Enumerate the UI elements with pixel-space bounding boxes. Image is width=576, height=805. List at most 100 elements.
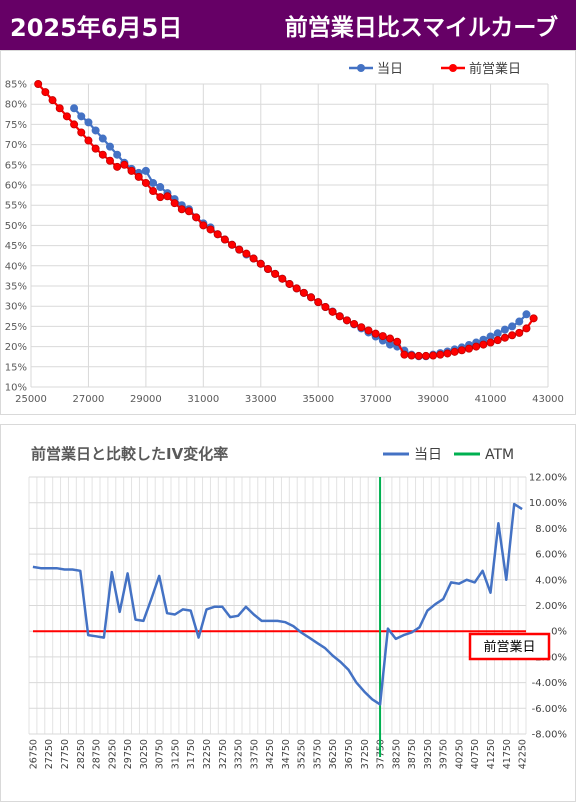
smile-curve-chart: 10% 15% 20% 25% 30% 35% 40% 45% 50% 55% 60% 65% 70% 7… xyxy=(0,50,576,415)
x-tick-label: 34750 xyxy=(281,739,292,769)
y-tick-label: 45% xyxy=(5,241,27,252)
data-point xyxy=(192,213,201,222)
reference-label-box xyxy=(468,632,551,661)
data-point xyxy=(113,162,122,171)
data-point xyxy=(62,112,71,121)
iv-change-chart: 前営業日と比較したIV変化率 12.00% 10.00% 8.00% 6.00% 4.00… xyxy=(0,424,576,802)
data-point xyxy=(105,142,114,151)
x-tick-label: 39750 xyxy=(439,739,450,769)
data-point xyxy=(84,118,93,127)
y-tick-label: -8.00% xyxy=(532,730,567,741)
data-point xyxy=(443,349,452,358)
y-tick-label: 10.00% xyxy=(529,498,567,509)
legend-marker xyxy=(449,64,457,72)
data-point xyxy=(386,334,395,343)
data-point xyxy=(450,347,459,356)
data-point xyxy=(400,350,409,359)
y-tick-label: 70% xyxy=(5,140,27,151)
x-tick-label: 26750 xyxy=(28,739,39,769)
data-point xyxy=(235,245,244,254)
data-point xyxy=(321,303,330,312)
y-tick-label: 12.00% xyxy=(529,473,567,484)
x-tick-label: 41750 xyxy=(502,739,513,769)
x-tick-label: 41250 xyxy=(486,739,497,769)
x-tick-label: 31250 xyxy=(170,739,181,769)
iv-change-svg: 前営業日と比較したIV変化率 12.00% 10.00% 8.00% 6.00% 4.00… xyxy=(28,445,567,769)
data-point xyxy=(522,310,531,319)
data-point xyxy=(84,136,93,145)
y-tick-label: 4.00% xyxy=(535,575,567,586)
data-point xyxy=(170,199,179,208)
data-point xyxy=(77,112,86,121)
data-point xyxy=(213,230,222,239)
data-point xyxy=(98,134,107,143)
data-point xyxy=(472,342,481,351)
x-tick-label: 30750 xyxy=(155,739,166,769)
data-point xyxy=(149,178,158,187)
data-point xyxy=(41,88,50,97)
data-point xyxy=(199,221,208,230)
x-tick-label: 27000 xyxy=(73,394,105,405)
y-tick-label: -4.00% xyxy=(532,678,567,689)
x-tick-label: 31000 xyxy=(187,394,219,405)
y-tick-label: -6.00% xyxy=(532,704,567,715)
data-point xyxy=(77,128,86,137)
data-point xyxy=(457,346,466,355)
data-point xyxy=(220,235,229,244)
x-tick-label: 33250 xyxy=(234,739,245,769)
y-tick-label: 50% xyxy=(5,221,27,232)
data-point xyxy=(70,120,79,129)
x-tick-label: 40250 xyxy=(454,739,465,769)
data-point xyxy=(156,193,165,202)
data-point xyxy=(342,316,351,325)
reference-label: 前営業日 xyxy=(483,639,535,655)
x-tick-label: 25000 xyxy=(15,394,47,405)
data-point xyxy=(256,259,265,268)
data-point xyxy=(314,298,323,307)
page-date: 2025年6月5日 xyxy=(10,14,183,42)
x-tick-label: 35000 xyxy=(302,394,334,405)
data-point xyxy=(285,279,294,288)
data-point xyxy=(486,338,495,347)
x-tick-label: 36750 xyxy=(344,739,355,769)
legend-label: 当日 xyxy=(377,62,403,77)
y-tick-label: 75% xyxy=(5,120,27,131)
x-tick-label: 27250 xyxy=(44,739,55,769)
y-tick-label: 15% xyxy=(5,362,27,373)
data-point xyxy=(335,312,344,321)
x-tick-label: 39000 xyxy=(417,394,449,405)
data-point xyxy=(508,331,517,340)
data-point xyxy=(278,274,287,283)
x-tick-label: 39250 xyxy=(423,739,434,769)
x-tick-label: 40750 xyxy=(470,739,481,769)
y-tick-label: 40% xyxy=(5,261,27,272)
data-point xyxy=(91,126,100,135)
data-point xyxy=(141,166,150,175)
data-point xyxy=(529,314,538,323)
data-point xyxy=(263,265,272,274)
data-point xyxy=(242,249,251,258)
iv-change-line xyxy=(32,502,523,706)
x-tick-label: 35750 xyxy=(312,739,323,769)
data-point xyxy=(515,317,524,326)
x-tick-label: 29250 xyxy=(107,739,118,769)
data-point xyxy=(55,104,64,113)
data-point xyxy=(378,332,387,341)
page-title: 前営業日比スマイルカーブ xyxy=(284,15,558,41)
data-point xyxy=(436,350,445,359)
data-point xyxy=(228,240,237,249)
y-tick-label: 6.00% xyxy=(535,550,567,561)
data-point xyxy=(105,156,114,165)
x-tick-label: 34250 xyxy=(265,739,276,769)
x-tick-label: 36250 xyxy=(328,739,339,769)
x-tick-label: 32750 xyxy=(218,739,229,769)
data-point xyxy=(70,104,79,113)
data-point xyxy=(48,96,57,105)
data-point xyxy=(98,150,107,159)
data-point xyxy=(184,207,193,216)
x-tick-label: 32250 xyxy=(202,739,213,769)
x-tick-label: 29750 xyxy=(123,739,134,769)
x-tick-label: 43000 xyxy=(532,394,564,405)
y-tick-label: 55% xyxy=(5,201,27,212)
y-tick-label: 8.00% xyxy=(535,524,567,535)
